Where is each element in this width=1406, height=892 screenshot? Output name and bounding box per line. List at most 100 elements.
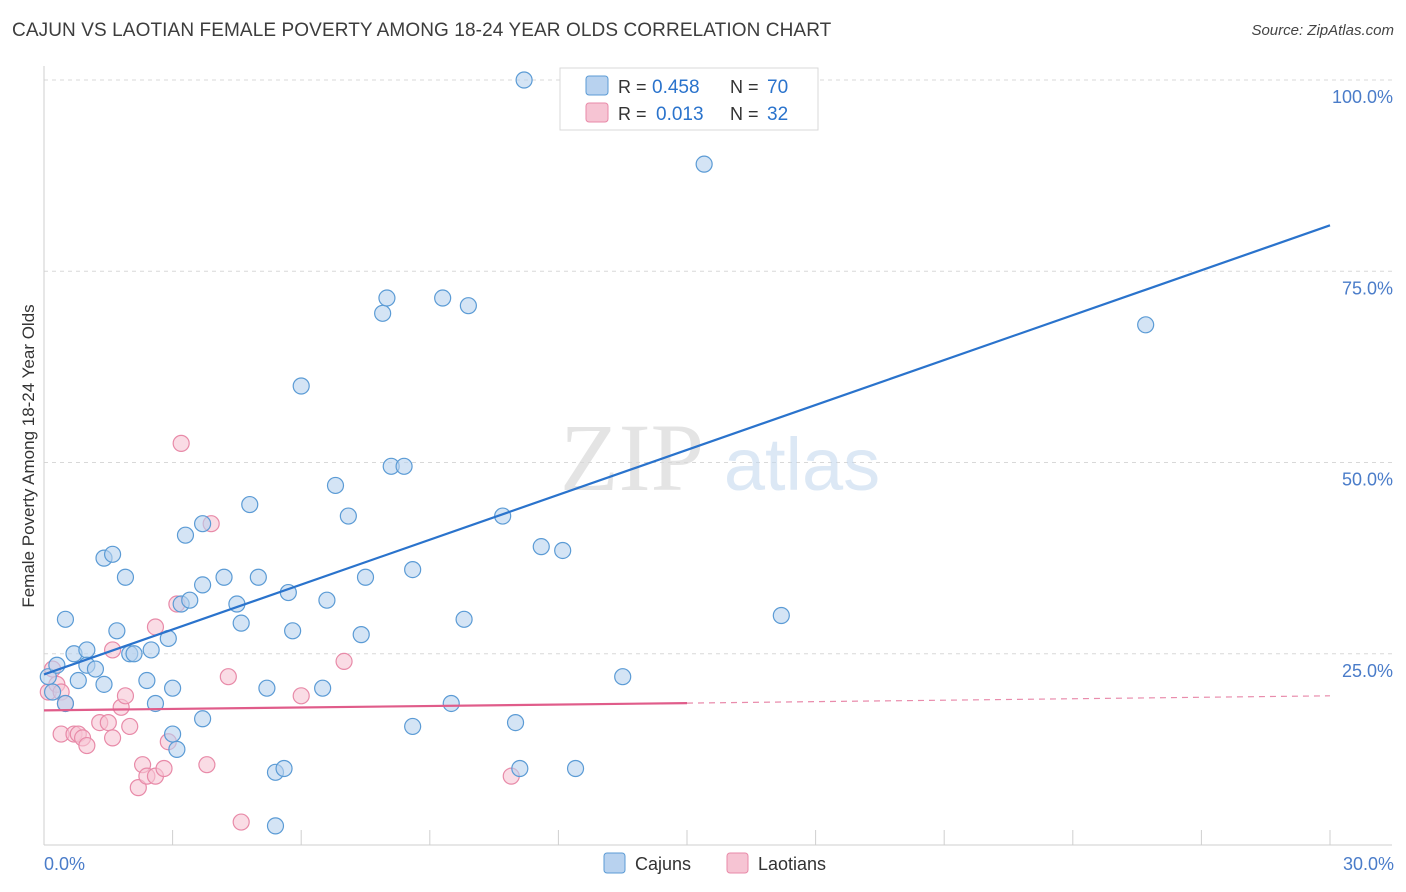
cajun-point-47	[352, 626, 370, 644]
bottom-legend-label-cajuns: Cajuns	[635, 854, 691, 874]
cajun-trend-line	[43, 224, 1331, 676]
watermark-zip: ZIP	[560, 404, 704, 511]
cajun-point-29	[194, 515, 212, 533]
x-tick-marks	[172, 830, 1331, 845]
laotian-point-11	[99, 713, 117, 732]
chart-title: CAJUN VS LAOTIAN FEMALE POVERTY AMONG 18…	[12, 20, 832, 41]
cajun-point-14	[116, 568, 135, 586]
legend-swatch-cajuns	[585, 75, 609, 96]
y-tick-label-100: 100.0%	[1332, 87, 1393, 107]
laotian-trend-line	[43, 701, 688, 712]
legend-n-value-laotians: 32	[767, 104, 788, 125]
cajun-point-48	[374, 304, 392, 322]
cajun-point-30	[215, 568, 233, 586]
cajun-point-68	[1137, 316, 1155, 334]
cajun-point-9	[86, 660, 105, 678]
laotian-point-12	[103, 729, 122, 747]
cajun-point-54	[434, 289, 452, 307]
cajun-point-40	[266, 817, 285, 835]
legend-r-label-laotians: R =	[618, 104, 647, 124]
cajun-point-12	[103, 545, 122, 563]
cajun-point-21	[164, 679, 182, 697]
laotian-point-15	[116, 687, 135, 705]
laotian-point-31	[335, 652, 353, 671]
cajun-point-63	[554, 541, 572, 560]
cajun-point-23	[168, 740, 186, 758]
legend-n-value-cajuns: 70	[767, 77, 788, 98]
cajun-point-37	[275, 759, 293, 778]
cajun-point-49	[378, 289, 396, 307]
cajun-point-6	[69, 671, 87, 690]
cajun-point-19	[146, 694, 165, 713]
series-legend: Cajuns Laotians	[603, 852, 826, 874]
gridlines	[44, 79, 1392, 655]
cajun-point-67	[772, 606, 790, 625]
laotian-point-17	[129, 779, 147, 797]
cajun-point-41	[292, 377, 310, 395]
cajun-point-55	[442, 694, 460, 713]
y-tick-labels: 25.0% 50.0% 75.0% 100.0%	[1332, 87, 1393, 681]
cajun-point-42	[314, 679, 332, 697]
y-tick-label-75: 75.0%	[1342, 278, 1393, 298]
cajun-point-53	[404, 717, 422, 736]
laotian-point-25	[172, 434, 190, 452]
y-axis-title: Female Poverty Among 18-24 Year Olds	[19, 304, 38, 607]
laotian-trend-line-extension	[686, 695, 1331, 704]
cajun-point-46	[356, 568, 375, 586]
legend-r-value-cajuns: 0.458	[652, 77, 700, 98]
cajun-point-34	[249, 568, 267, 586]
cajun-point-62	[532, 538, 550, 556]
cajun-point-17	[138, 671, 156, 690]
cajun-point-28	[194, 576, 212, 594]
laotian-point-29	[232, 813, 250, 831]
watermark-atlas: atlas	[724, 423, 880, 506]
cajun-point-26	[181, 591, 199, 609]
cajun-point-66	[695, 155, 713, 173]
correlation-legend: R = 0.458 N = 70 R = 0.013 N = 32	[559, 67, 819, 131]
legend-swatch-laotians	[585, 102, 609, 123]
cajun-point-57	[459, 297, 477, 315]
cajun-point-3	[56, 694, 75, 713]
bottom-legend-label-laotians: Laotians	[758, 854, 826, 874]
x-tick-label-min: 0.0%	[44, 854, 85, 874]
cajun-point-13	[108, 622, 126, 640]
cajun-point-33	[241, 495, 259, 514]
laotian-point-16	[121, 717, 139, 736]
legend-n-label-cajuns: N =	[730, 77, 759, 97]
cajun-point-22	[164, 725, 182, 743]
trend-lines	[43, 224, 1331, 712]
cajun-point-7	[78, 641, 96, 659]
cajun-point-16	[125, 645, 143, 663]
bottom-legend-swatch-laotians	[726, 852, 749, 874]
legend-r-label-cajuns: R =	[618, 77, 647, 97]
cajun-point-52	[404, 560, 422, 579]
cajun-point-51	[395, 457, 413, 475]
cajun-point-43	[326, 476, 345, 495]
legend-n-label-laotians: N =	[730, 104, 759, 124]
laotian-point-26	[198, 756, 216, 774]
data-points	[39, 71, 1155, 835]
cajun-point-45	[339, 507, 357, 525]
cajun-point-61	[515, 71, 533, 89]
cajun-point-1	[43, 683, 62, 701]
cajun-point-39	[284, 622, 302, 640]
laotian-point-22	[155, 759, 173, 778]
cajun-point-44	[318, 591, 336, 609]
cajun-point-35	[258, 679, 276, 697]
y-tick-label-50: 50.0%	[1342, 470, 1393, 490]
y-tick-label-25: 25.0%	[1342, 661, 1393, 681]
cajun-point-60	[511, 759, 529, 778]
cajun-point-18	[142, 641, 160, 659]
cajun-point-27	[194, 710, 212, 728]
laotian-point-9	[78, 736, 96, 755]
bottom-legend-swatch-cajuns	[603, 852, 626, 874]
cajun-point-4	[56, 610, 75, 628]
axes	[43, 66, 1392, 846]
cajun-point-64	[566, 759, 585, 778]
x-tick-label-max: 30.0%	[1343, 854, 1394, 874]
cajun-point-10	[95, 675, 113, 693]
laotian-point-28	[219, 668, 237, 686]
chart-source: Source: ZipAtlas.com	[1251, 22, 1394, 39]
cajun-point-59	[506, 713, 525, 732]
